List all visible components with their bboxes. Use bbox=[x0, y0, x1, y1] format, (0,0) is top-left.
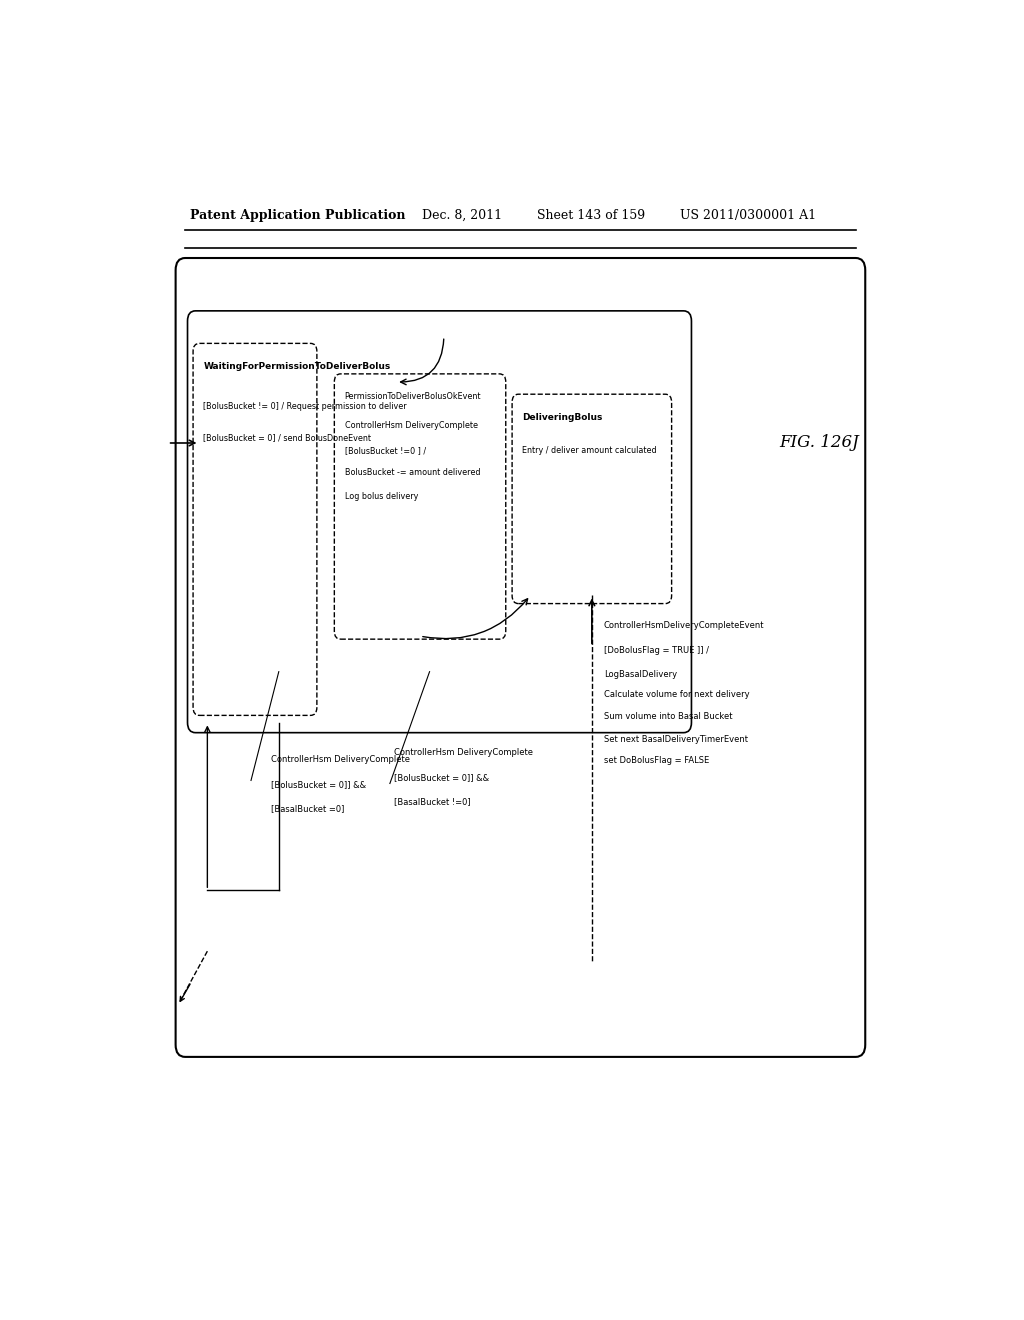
Text: ControllerHsm DeliveryComplete: ControllerHsm DeliveryComplete bbox=[270, 755, 410, 764]
Text: [BolusBucket !=0 ] /: [BolusBucket !=0 ] / bbox=[345, 446, 426, 455]
Text: Patent Application Publication: Patent Application Publication bbox=[189, 209, 406, 222]
Text: [BolusBucket = 0]] &&: [BolusBucket = 0]] && bbox=[394, 774, 489, 783]
Text: [DoBolusFlag = TRUE ]] /: [DoBolusFlag = TRUE ]] / bbox=[604, 647, 709, 655]
Text: Dec. 8, 2011: Dec. 8, 2011 bbox=[422, 209, 502, 222]
Text: LogBasalDelivery: LogBasalDelivery bbox=[604, 669, 677, 678]
Text: ControllerHsmDeliveryCompleteEvent: ControllerHsmDeliveryCompleteEvent bbox=[604, 620, 764, 630]
FancyBboxPatch shape bbox=[512, 395, 672, 603]
FancyBboxPatch shape bbox=[187, 312, 691, 733]
Text: [BasalBucket !=0]: [BasalBucket !=0] bbox=[394, 797, 470, 805]
Text: DeliveringBolus: DeliveringBolus bbox=[522, 412, 603, 421]
Text: [BolusBucket = 0] / send BolusDoneEvent: [BolusBucket = 0] / send BolusDoneEvent bbox=[204, 433, 372, 442]
Text: Sum volume into Basal Bucket: Sum volume into Basal Bucket bbox=[604, 713, 732, 721]
Text: US 2011/0300001 A1: US 2011/0300001 A1 bbox=[680, 209, 816, 222]
FancyBboxPatch shape bbox=[194, 343, 316, 715]
Text: Set next BasalDeliveryTimerEvent: Set next BasalDeliveryTimerEvent bbox=[604, 735, 748, 743]
Text: [BolusBucket != 0] / Request permission to deliver: [BolusBucket != 0] / Request permission … bbox=[204, 403, 407, 412]
Text: Calculate volume for next delivery: Calculate volume for next delivery bbox=[604, 690, 750, 700]
Text: FIG. 126J: FIG. 126J bbox=[778, 434, 858, 451]
Text: [BasalBucket =0]: [BasalBucket =0] bbox=[270, 804, 344, 813]
Text: Log bolus delivery: Log bolus delivery bbox=[345, 492, 418, 500]
Text: BolusBucket -= amount delivered: BolusBucket -= amount delivered bbox=[345, 469, 480, 478]
Text: PermissionToDeliverBolusOkEvent: PermissionToDeliverBolusOkEvent bbox=[345, 392, 481, 401]
Text: ControllerHsm DeliveryComplete: ControllerHsm DeliveryComplete bbox=[345, 421, 477, 429]
Text: set DoBolusFlag = FALSE: set DoBolusFlag = FALSE bbox=[604, 756, 709, 766]
FancyBboxPatch shape bbox=[176, 257, 865, 1057]
Text: ControllerHsm DeliveryComplete: ControllerHsm DeliveryComplete bbox=[394, 748, 532, 756]
Text: [BolusBucket = 0]] &&: [BolusBucket = 0]] && bbox=[270, 780, 366, 789]
Text: WaitingForPermissionToDeliverBolus: WaitingForPermissionToDeliverBolus bbox=[204, 362, 390, 371]
Text: Sheet 143 of 159: Sheet 143 of 159 bbox=[537, 209, 645, 222]
Text: Entry / deliver amount calculated: Entry / deliver amount calculated bbox=[522, 446, 657, 455]
FancyBboxPatch shape bbox=[334, 374, 506, 639]
